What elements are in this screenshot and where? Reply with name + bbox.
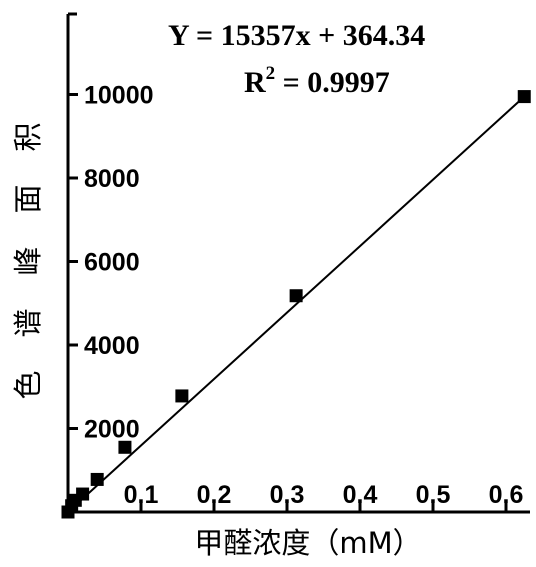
data-point bbox=[289, 289, 303, 303]
y-axis-title-char: 面 bbox=[11, 184, 45, 213]
fit-equation: Y = 15357x + 364.34 bbox=[168, 19, 425, 52]
y-ticks: 2000 4000 6000 8000 10000 bbox=[68, 82, 154, 444]
y-axis-title-char: 色 bbox=[11, 370, 45, 399]
x-axis-title: 甲醛浓度（mM） bbox=[194, 526, 421, 560]
x-tick-label: 0.1 bbox=[124, 481, 159, 509]
x-tick-label: 0.5 bbox=[416, 481, 451, 509]
x-tick-label: 0.3 bbox=[270, 481, 305, 509]
y-axis-title-char: 谱 bbox=[11, 308, 45, 337]
fit-r2: R2 = 0.9997 bbox=[244, 63, 390, 99]
data-point bbox=[517, 90, 531, 104]
data-points bbox=[61, 90, 531, 519]
y-axis-title-char: 积 bbox=[11, 122, 45, 151]
y-tick-label: 2000 bbox=[84, 416, 140, 444]
data-point bbox=[90, 472, 104, 486]
fit-line bbox=[67, 95, 525, 513]
x-tick-label: 0.2 bbox=[197, 481, 232, 509]
y-tick-label: 8000 bbox=[84, 165, 140, 193]
y-tick-label: 4000 bbox=[84, 332, 140, 360]
y-axis-title-char: 峰 bbox=[11, 246, 45, 275]
x-tick-label: 0.6 bbox=[489, 481, 524, 509]
x-tick-label: 0.4 bbox=[343, 481, 378, 509]
data-point bbox=[175, 389, 189, 403]
x-ticks: 0.1 0.2 0.3 0.4 0.5 0.6 bbox=[124, 481, 524, 512]
data-point bbox=[76, 487, 90, 501]
data-point bbox=[118, 440, 132, 454]
y-tick-label: 10000 bbox=[84, 82, 154, 110]
y-tick-label: 6000 bbox=[84, 249, 140, 277]
